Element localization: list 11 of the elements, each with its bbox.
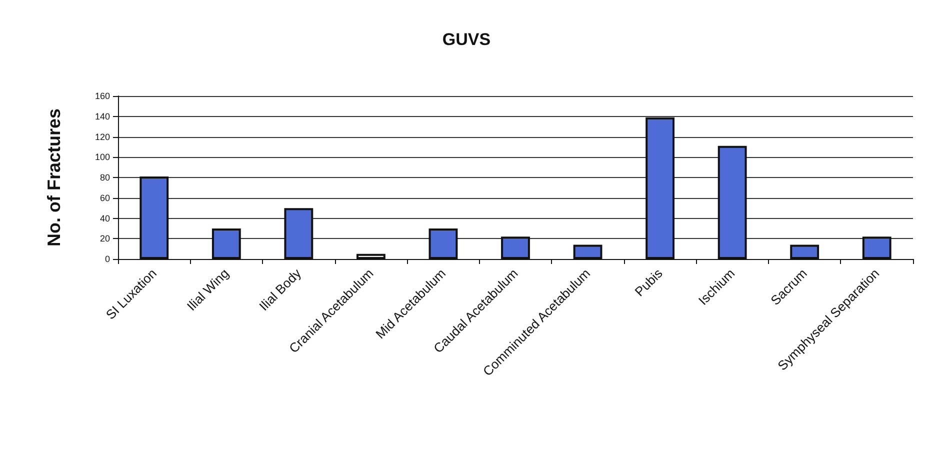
y-tick-label: 140 bbox=[94, 111, 110, 122]
y-tick-label: 0 bbox=[104, 254, 110, 264]
y-tick-label: 160 bbox=[94, 91, 110, 101]
chart-title: GUVS bbox=[442, 30, 491, 49]
y-tick-label: 100 bbox=[94, 152, 110, 162]
y-tick-label: 80 bbox=[100, 172, 110, 182]
y-tick-label: 40 bbox=[100, 213, 110, 224]
y-axis-title: No. of Fractures bbox=[44, 108, 64, 247]
y-tick-label: 60 bbox=[100, 192, 110, 203]
y-tick-label: 120 bbox=[94, 132, 110, 142]
y-tick-label: 20 bbox=[100, 234, 110, 244]
